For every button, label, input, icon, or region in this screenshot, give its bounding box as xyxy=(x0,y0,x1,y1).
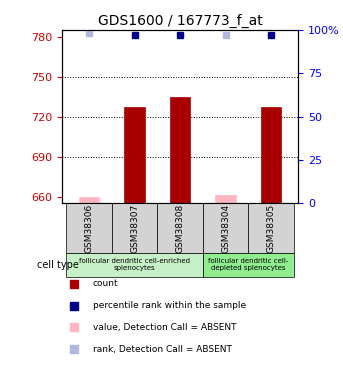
Text: follicular dendritic cell-
depleted splenocytes: follicular dendritic cell- depleted sple… xyxy=(208,258,288,272)
Bar xyxy=(66,203,112,253)
Text: GSM38307: GSM38307 xyxy=(130,203,139,253)
Bar xyxy=(124,107,145,203)
Text: count: count xyxy=(93,279,118,288)
Text: value, Detection Call = ABSENT: value, Detection Call = ABSENT xyxy=(93,323,236,332)
Bar xyxy=(248,203,294,253)
Bar xyxy=(112,203,157,253)
Text: GSM38305: GSM38305 xyxy=(267,203,276,253)
Text: percentile rank within the sample: percentile rank within the sample xyxy=(93,301,246,310)
Bar xyxy=(170,97,190,203)
Bar xyxy=(203,253,294,277)
Bar xyxy=(66,253,203,277)
Title: GDS1600 / 167773_f_at: GDS1600 / 167773_f_at xyxy=(98,13,262,28)
Text: cell type: cell type xyxy=(37,260,79,270)
Text: follicular dendritic cell-enriched
splenocytes: follicular dendritic cell-enriched splen… xyxy=(79,258,190,272)
Text: GSM38304: GSM38304 xyxy=(221,204,230,253)
Bar xyxy=(203,203,248,253)
Bar xyxy=(261,107,281,203)
Text: GSM38308: GSM38308 xyxy=(176,203,185,253)
Bar xyxy=(79,197,99,203)
Bar xyxy=(215,195,236,203)
Text: rank, Detection Call = ABSENT: rank, Detection Call = ABSENT xyxy=(93,345,232,354)
Bar xyxy=(157,203,203,253)
Text: GSM38306: GSM38306 xyxy=(84,203,94,253)
